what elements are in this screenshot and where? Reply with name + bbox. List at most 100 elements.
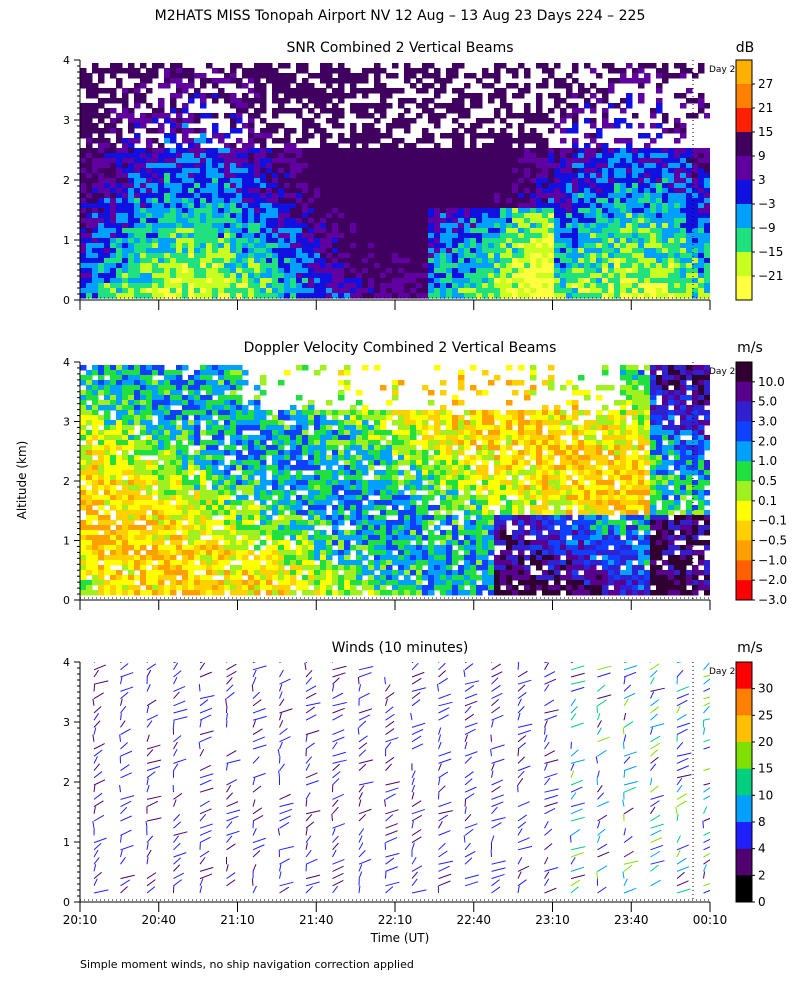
heatmap-cell bbox=[680, 178, 687, 184]
heatmap-cell bbox=[452, 278, 459, 284]
heatmap-cell bbox=[362, 273, 369, 279]
heatmap-cell bbox=[434, 278, 441, 284]
heatmap-cell bbox=[92, 263, 99, 269]
heatmap-cell bbox=[350, 288, 357, 294]
heatmap-cell bbox=[86, 203, 93, 209]
heatmap-cell bbox=[302, 208, 309, 214]
heatmap-cell bbox=[272, 123, 279, 129]
heatmap-cell bbox=[392, 138, 399, 144]
heatmap-cell bbox=[236, 113, 243, 119]
heatmap-cell bbox=[152, 148, 159, 154]
heatmap-cell bbox=[404, 183, 411, 189]
heatmap-cell bbox=[110, 183, 117, 189]
heatmap-cell bbox=[122, 459, 129, 466]
heatmap-cell bbox=[650, 283, 657, 289]
heatmap-cell bbox=[578, 203, 585, 209]
heatmap-cell bbox=[428, 208, 435, 214]
heatmap-cell bbox=[110, 454, 117, 461]
heatmap-cell bbox=[380, 168, 387, 174]
heatmap-cell bbox=[620, 218, 627, 224]
heatmap-cell bbox=[332, 113, 339, 119]
heatmap-cell bbox=[368, 268, 375, 274]
heatmap-cell bbox=[152, 208, 159, 214]
heatmap-cell bbox=[434, 68, 441, 74]
heatmap-cell bbox=[98, 263, 105, 269]
heatmap-cell bbox=[668, 243, 675, 249]
heatmap-cell bbox=[554, 268, 561, 274]
heatmap-cell bbox=[332, 178, 339, 184]
heatmap-cell bbox=[152, 394, 159, 401]
heatmap-cell bbox=[404, 178, 411, 184]
heatmap-cell bbox=[266, 268, 273, 274]
heatmap-cell bbox=[104, 569, 111, 576]
heatmap-cell bbox=[164, 173, 171, 179]
heatmap-cell bbox=[704, 293, 710, 299]
heatmap-cell bbox=[518, 123, 525, 129]
heatmap-cell bbox=[182, 288, 189, 294]
heatmap-cell bbox=[542, 233, 549, 239]
heatmap-cell bbox=[116, 369, 123, 376]
colorbar-swatch bbox=[736, 180, 752, 205]
heatmap-cell bbox=[620, 183, 627, 189]
heatmap-cell bbox=[626, 138, 633, 144]
heatmap-cell bbox=[602, 233, 609, 239]
heatmap-cell bbox=[410, 233, 417, 239]
heatmap-cell bbox=[128, 258, 135, 264]
heatmap-cell bbox=[416, 248, 423, 254]
heatmap-cell bbox=[116, 238, 123, 244]
heatmap-cell bbox=[692, 293, 699, 299]
heatmap-cell bbox=[188, 248, 195, 254]
heatmap-cell bbox=[122, 564, 129, 571]
heatmap-cell bbox=[548, 278, 555, 284]
heatmap-cell bbox=[128, 113, 135, 119]
heatmap-cell bbox=[152, 564, 159, 571]
heatmap-cell bbox=[386, 253, 393, 259]
heatmap-cell bbox=[242, 198, 249, 204]
heatmap-cell bbox=[122, 268, 129, 274]
heatmap-cell bbox=[350, 168, 357, 174]
heatmap-cell bbox=[122, 454, 129, 461]
heatmap-cell bbox=[422, 108, 429, 114]
heatmap-cell bbox=[338, 203, 345, 209]
heatmap-cell bbox=[182, 534, 189, 541]
heatmap-cell bbox=[188, 163, 195, 169]
heatmap-cell bbox=[416, 158, 423, 164]
heatmap-cell bbox=[536, 108, 543, 114]
heatmap-cell bbox=[620, 248, 627, 254]
heatmap-cell bbox=[188, 118, 195, 124]
heatmap-cell bbox=[128, 474, 135, 481]
heatmap-cell bbox=[164, 409, 171, 416]
heatmap-cell bbox=[350, 148, 357, 154]
heatmap-cell bbox=[632, 198, 639, 204]
heatmap-cell bbox=[176, 143, 183, 149]
heatmap-cell bbox=[188, 293, 195, 299]
heatmap-cell bbox=[296, 158, 303, 164]
heatmap-cell bbox=[704, 193, 710, 199]
heatmap-cell bbox=[332, 218, 339, 224]
heatmap-cell bbox=[296, 288, 303, 294]
heatmap-cell bbox=[164, 228, 171, 234]
heatmap-cell bbox=[200, 449, 207, 456]
plot-field bbox=[80, 63, 710, 299]
heatmap-cell bbox=[122, 248, 129, 254]
heatmap-cell bbox=[200, 158, 207, 164]
heatmap-cell bbox=[650, 178, 657, 184]
heatmap-cell bbox=[452, 63, 459, 69]
heatmap-cell bbox=[326, 233, 333, 239]
heatmap-cell bbox=[548, 178, 555, 184]
heatmap-cell bbox=[470, 288, 477, 294]
heatmap-cell bbox=[560, 108, 567, 114]
heatmap-cell bbox=[86, 208, 93, 214]
heatmap-cell bbox=[260, 118, 267, 124]
heatmap-cell bbox=[308, 153, 315, 159]
heatmap-cell bbox=[698, 193, 705, 199]
heatmap-cell bbox=[182, 253, 189, 259]
heatmap-cell bbox=[194, 73, 201, 79]
heatmap-cell bbox=[524, 138, 531, 144]
heatmap-cell bbox=[128, 489, 135, 496]
heatmap-cell bbox=[104, 253, 111, 259]
heatmap-cell bbox=[320, 243, 327, 249]
heatmap-cell bbox=[272, 83, 279, 89]
heatmap-cell bbox=[500, 278, 507, 284]
heatmap-cell bbox=[164, 258, 171, 264]
